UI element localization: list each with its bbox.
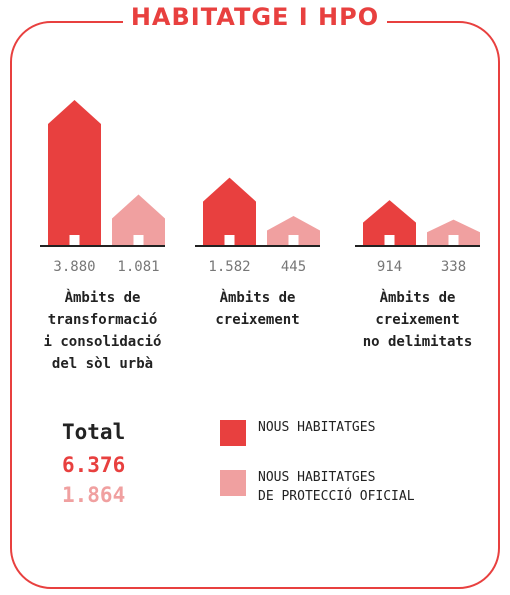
category-label: Àmbits de transformació i consolidació d…: [43, 290, 162, 372]
legend-label: NOUS HABITATGES DE PROTECCIÓ OFICIAL: [258, 470, 415, 504]
value-label: 914: [376, 259, 403, 275]
title-wrap: HABITATGE I HPO: [0, 3, 510, 31]
total-value: 1.864: [62, 483, 126, 507]
house-bar: [363, 200, 416, 245]
total-label: Total: [62, 420, 126, 444]
house-door: [133, 235, 144, 245]
value-label: 338: [440, 259, 467, 275]
legend-swatch: [220, 420, 246, 446]
value-label: 3.880: [53, 259, 96, 275]
house-bar: [203, 177, 256, 245]
house-bar: [48, 100, 101, 245]
value-label: 1.081: [117, 259, 160, 275]
house-bar: [267, 215, 320, 245]
house-bar: [112, 194, 165, 245]
total-value: 6.376: [62, 453, 126, 477]
legend-label: NOUS HABITATGES: [258, 420, 376, 435]
category-label: Àmbits de creixement: [215, 290, 300, 328]
house-door: [224, 235, 235, 245]
chart-title: HABITATGE I HPO: [122, 3, 388, 31]
house-bar: [427, 219, 480, 245]
house-door: [448, 235, 459, 245]
value-label: 1.582: [208, 259, 251, 275]
category-label: Àmbits de creixement no delimitats: [362, 290, 473, 350]
house-door: [69, 235, 80, 245]
house-door: [384, 235, 395, 245]
legend-swatch: [220, 470, 246, 496]
house-door: [288, 235, 299, 245]
value-label: 445: [280, 259, 307, 275]
